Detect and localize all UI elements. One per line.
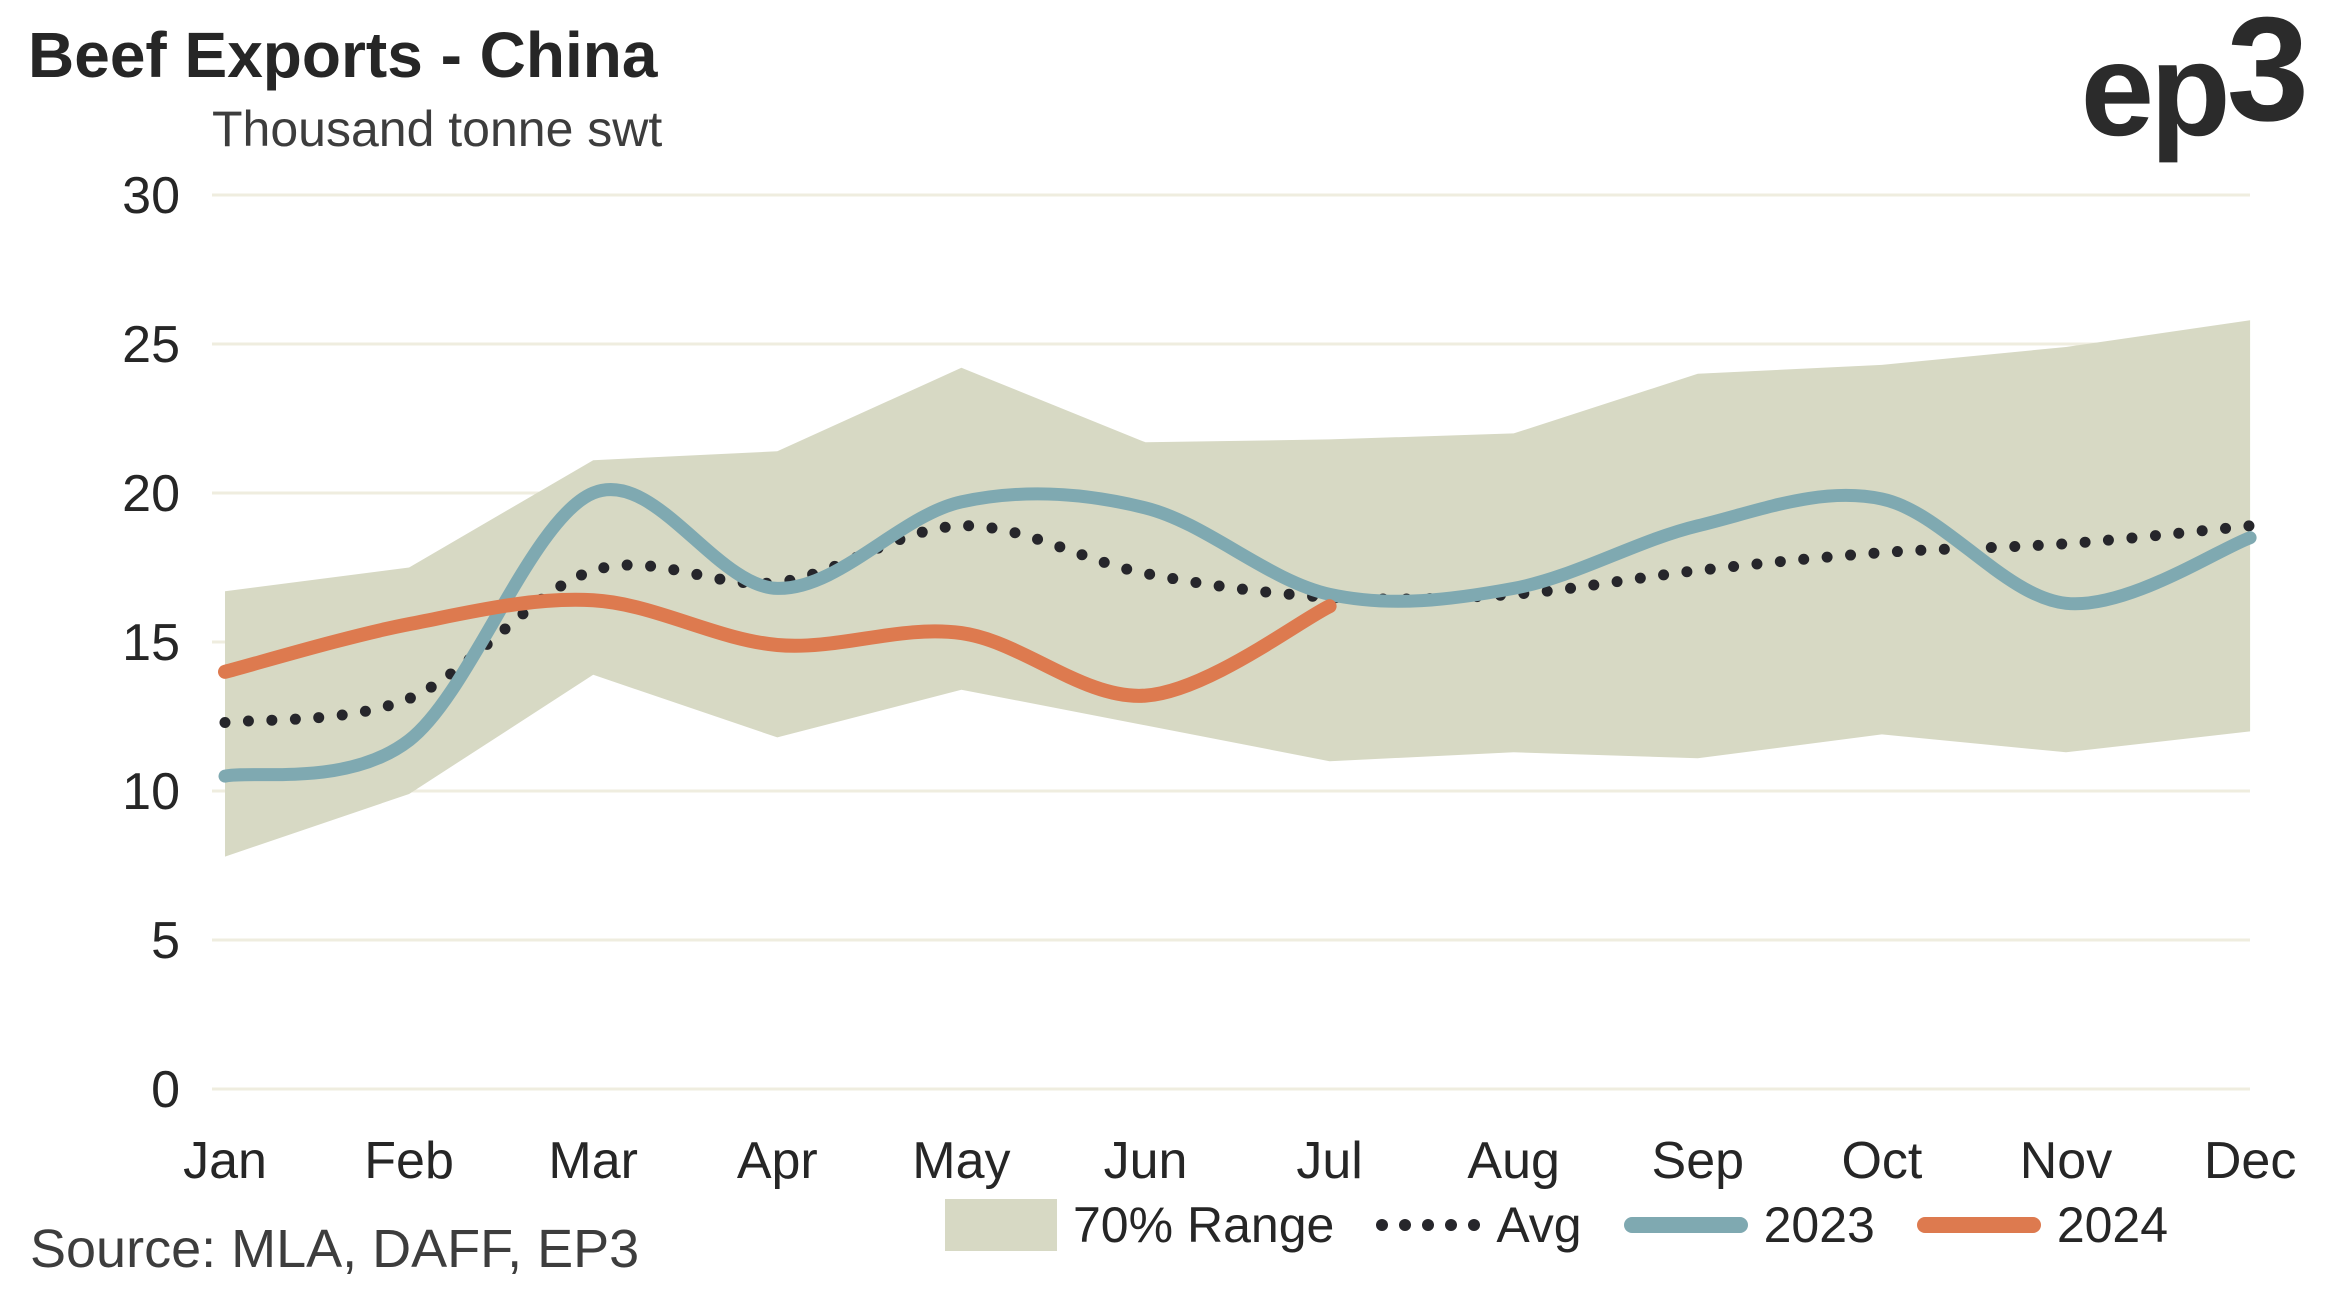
- line-2023-swatch: [1623, 1217, 1748, 1233]
- x-tick-sep: Sep: [1652, 1132, 1745, 1190]
- y-axis-unit-label: Thousand tonne swt: [212, 101, 663, 157]
- x-tick-jun: Jun: [1104, 1132, 1188, 1190]
- x-tick-may: May: [912, 1132, 1010, 1190]
- y-tick-15: 15: [122, 614, 180, 672]
- line-2023: [218, 483, 2257, 783]
- source-note: Source: MLA, DAFF, EP3: [30, 1219, 640, 1279]
- chart-title: Beef Exports - China: [28, 19, 658, 91]
- legend-item-2023: 2023: [1623, 1196, 1875, 1254]
- legend-range-label: 70% Range: [1073, 1197, 1335, 1253]
- y-tick-0: 0: [151, 1061, 180, 1119]
- x-tick-feb: Feb: [364, 1132, 454, 1190]
- x-tick-apr: Apr: [737, 1132, 818, 1190]
- range-band-swatch: [945, 1199, 1057, 1251]
- line-2024-swatch: [1916, 1217, 2041, 1233]
- x-tick-nov: Nov: [2020, 1132, 2112, 1190]
- y-tick-20: 20: [122, 465, 180, 523]
- x-tick-oct: Oct: [1841, 1132, 1922, 1190]
- line-2024: [218, 592, 1337, 703]
- y-tick-5: 5: [151, 912, 180, 970]
- y-tick-25: 25: [122, 316, 180, 374]
- legend-item-2024: 2024: [1916, 1196, 2169, 1254]
- legend-item-avg: Avg: [1376, 1196, 1582, 1254]
- legend-2024-label: 2024: [2056, 1197, 2169, 1253]
- x-tick-jan: Jan: [183, 1132, 267, 1190]
- legend-avg-label: Avg: [1496, 1197, 1582, 1253]
- ep3-logo-3: 3: [2226, 0, 2309, 152]
- x-tick-jul: Jul: [1296, 1132, 1362, 1190]
- legend-item-range: 70% Range: [945, 1196, 1334, 1254]
- avg-dotted-swatch: [1376, 1219, 1481, 1231]
- y-tick-10: 10: [122, 763, 180, 821]
- avg-line: [219, 520, 2256, 728]
- ep3-logo: ep 3: [2080, 0, 2309, 163]
- x-tick-mar: Mar: [548, 1132, 638, 1190]
- ep3-logo-ep: ep: [2080, 16, 2231, 163]
- y-tick-30: 30: [122, 167, 180, 225]
- legend-2023-label: 2023: [1763, 1197, 1875, 1253]
- x-tick-aug: Aug: [1467, 1132, 1560, 1190]
- x-tick-dec: Dec: [2204, 1132, 2296, 1190]
- legend: 70% Range Avg 2023 2024: [945, 1196, 2168, 1254]
